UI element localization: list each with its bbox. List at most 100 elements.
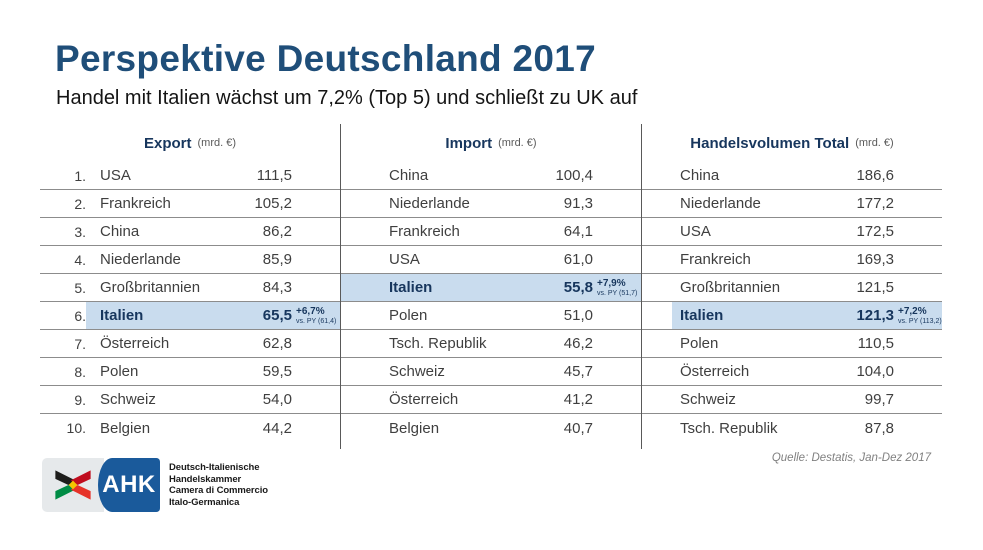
- table-row: Polen 110,5: [642, 330, 942, 358]
- row-content: Schweiz 54,0: [86, 386, 340, 413]
- row-content: China 100,4: [381, 162, 641, 189]
- value: 85,9: [262, 251, 292, 268]
- country-label: Italien: [680, 307, 724, 324]
- growth-annotation: +7,9% vs. PY (51,7): [593, 278, 641, 297]
- row-content: Österreich 62,8: [86, 330, 340, 357]
- table-row: Niederlande 91,3: [341, 190, 641, 218]
- country-label: USA: [100, 167, 131, 184]
- rank: [642, 302, 672, 329]
- row-content: Frankreich 64,1: [381, 218, 641, 245]
- value: 186,6: [856, 167, 894, 184]
- value: 100,4: [555, 167, 593, 184]
- table-row: China 186,6: [642, 162, 942, 190]
- section-export: Export (mrd. €) 1. USA 111,5 2. Frankrei…: [40, 124, 340, 449]
- row-content: USA 172,5: [672, 218, 942, 245]
- table-row: 9. Schweiz 54,0: [40, 386, 340, 414]
- row-content: Niederlande 177,2: [672, 190, 942, 217]
- rank: [341, 190, 381, 217]
- table-row: Schweiz 45,7: [341, 358, 641, 386]
- table-row: 8. Polen 59,5: [40, 358, 340, 386]
- country-label: Polen: [389, 307, 428, 324]
- table-row: China 100,4: [341, 162, 641, 190]
- table-row: Tsch. Republik 46,2: [341, 330, 641, 358]
- row-content: USA 111,5: [86, 162, 340, 189]
- value: 59,5: [262, 363, 292, 380]
- table-row: USA 172,5: [642, 218, 942, 246]
- column-title: Export: [143, 134, 192, 152]
- table-row: 7. Österreich 62,8: [40, 330, 340, 358]
- growth-pct: +7,2%: [898, 305, 927, 317]
- value: 51,0: [563, 307, 593, 324]
- growth-pct: +6,7%: [296, 305, 325, 317]
- value: 55,8: [563, 279, 593, 296]
- rank: [642, 162, 672, 189]
- table-row: Großbritannien 121,5: [642, 274, 942, 302]
- growth-annotation: +6,7% vs. PY (61,4): [292, 305, 340, 325]
- country-label: Großbritannien: [680, 279, 781, 296]
- row-content: Polen 110,5: [672, 330, 942, 357]
- column-header: Import (mrd. €): [341, 124, 641, 162]
- rank: [341, 302, 381, 329]
- country-label: Frankreich: [389, 223, 460, 240]
- row-content: Österreich 104,0: [672, 358, 942, 385]
- value: 111,5: [256, 167, 292, 184]
- rank: [341, 246, 381, 273]
- column-header: Handelsvolumen Total (mrd. €): [642, 124, 942, 162]
- country-label: Tsch. Republik: [389, 335, 487, 352]
- country-label: USA: [680, 223, 711, 240]
- table-row: Niederlande 177,2: [642, 190, 942, 218]
- column-header: Export (mrd. €): [40, 124, 340, 162]
- value: 87,8: [864, 419, 894, 437]
- rank: [642, 246, 672, 273]
- country-label: Italien: [100, 307, 144, 324]
- value: 46,2: [563, 335, 593, 352]
- value: 169,3: [856, 251, 894, 268]
- country-label: Niederlande: [389, 195, 470, 212]
- value: 99,7: [864, 391, 894, 408]
- rank: 7.: [74, 335, 86, 352]
- value: 65,5: [262, 307, 292, 324]
- section-handelsvolumen: Handelsvolumen Total (mrd. €) China 186,…: [641, 124, 942, 449]
- rank: [341, 358, 381, 385]
- row-content: Belgien 40,7: [381, 414, 641, 442]
- rank: [341, 414, 381, 442]
- rank: [341, 274, 381, 301]
- rank: [642, 358, 672, 385]
- row-content: Italien 65,5 +6,7% vs. PY (61,4): [86, 302, 340, 329]
- growth-note: vs. PY (113,2): [898, 317, 942, 325]
- country-label: Niederlande: [680, 195, 761, 212]
- value: 64,1: [563, 223, 593, 240]
- rank: [642, 414, 672, 442]
- growth-annotation: +7,2% vs. PY (113,2): [894, 305, 942, 325]
- row-content: Großbritannien 84,3: [86, 274, 340, 301]
- logo-text: Deutsch-Italienische Handelskammer Camer…: [169, 458, 268, 512]
- country-label: USA: [389, 251, 420, 268]
- value: 62,8: [262, 335, 292, 352]
- source-note: Quelle: Destatis, Jan-Dez 2017: [771, 452, 931, 464]
- logo-line: Italo-Germanica: [169, 496, 240, 508]
- country-label: China: [389, 167, 429, 184]
- country-label: Belgien: [100, 419, 151, 437]
- column-unit: (mrd. €): [498, 137, 537, 149]
- row-content: Frankreich 105,2: [86, 190, 340, 217]
- table-row: 5. Großbritannien 84,3: [40, 274, 340, 302]
- country-label: Niederlande: [100, 251, 181, 268]
- row-content: Polen 59,5: [86, 358, 340, 385]
- table-row: 6. Italien 65,5 +6,7% vs. PY (61,4): [40, 302, 340, 330]
- country-label: Polen: [100, 363, 139, 380]
- row-content: China 86,2: [86, 218, 340, 245]
- row-content: USA 61,0: [381, 246, 641, 273]
- table-row: USA 61,0: [341, 246, 641, 274]
- row-content: Italien 55,8 +7,9% vs. PY (51,7): [381, 274, 641, 301]
- rank: [642, 386, 672, 413]
- column-title: Handelsvolumen Total: [690, 134, 850, 152]
- country-label: Österreich: [100, 335, 170, 352]
- value: 105,2: [254, 195, 292, 212]
- growth-note: vs. PY (51,7): [597, 289, 638, 297]
- value: 41,2: [563, 391, 593, 408]
- value: 45,7: [563, 363, 593, 380]
- value: 40,7: [563, 419, 593, 437]
- column-unit: (mrd. €): [855, 137, 894, 149]
- ahk-logo: AHK Deutsch-Italienische Handelskammer C…: [42, 458, 268, 512]
